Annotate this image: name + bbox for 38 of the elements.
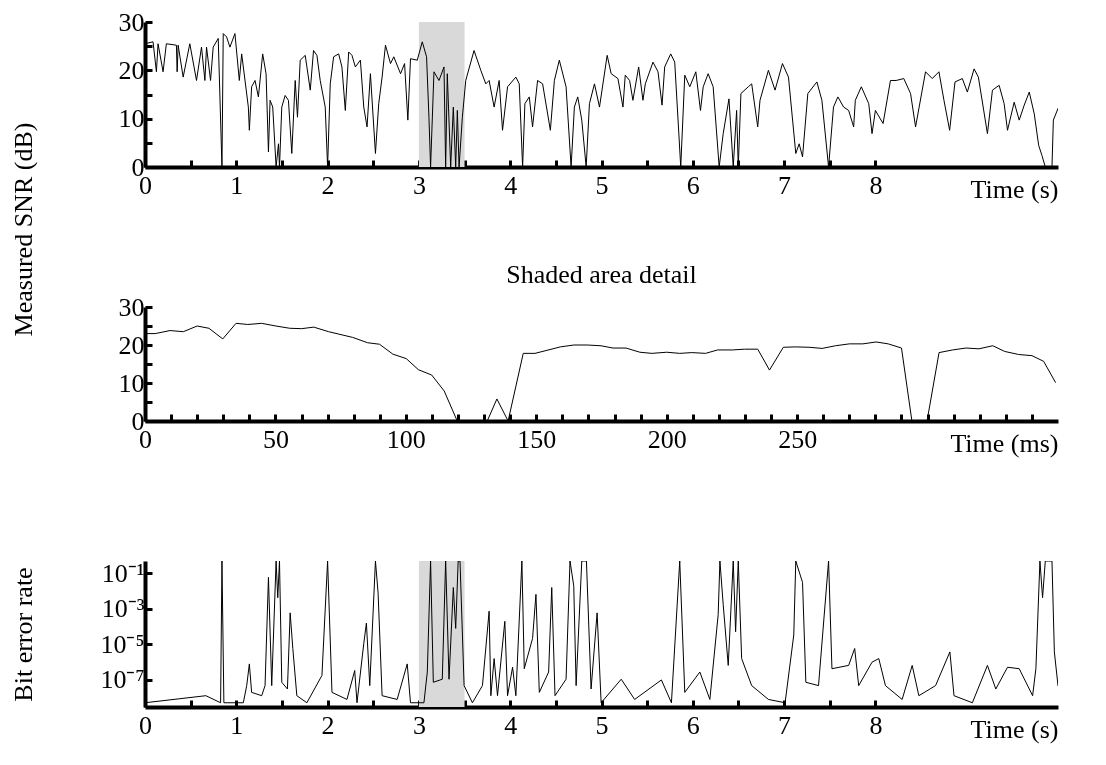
- x-tick-label: 250: [778, 424, 818, 454]
- x-tick-label: 8: [869, 710, 883, 740]
- chart-title: Shaded area detail: [506, 260, 697, 289]
- x-tick-label: 5: [595, 170, 609, 200]
- x-tick-label: 2: [321, 710, 335, 740]
- x-tick-label: 150: [517, 424, 557, 454]
- x-axis-title: Time (s): [970, 714, 1059, 744]
- y-tick-label: 10⁻⁵: [100, 629, 145, 659]
- x-tick-label: 200: [647, 424, 687, 454]
- x-tick-label: 6: [686, 710, 700, 740]
- line-series: [145, 561, 1058, 704]
- y-tick-label: 10: [118, 104, 145, 134]
- x-axis-title: Time (s): [970, 174, 1059, 204]
- x-tick-label: 100: [386, 424, 426, 454]
- x-tick-label: 8: [869, 170, 883, 200]
- x-tick-label: 1: [230, 170, 244, 200]
- y-tick-label: 20: [118, 55, 145, 85]
- x-tick-label: 2: [321, 170, 335, 200]
- x-tick-label: 5: [595, 710, 609, 740]
- y-tick-label: 30: [118, 292, 145, 322]
- y-tick-label: 20: [118, 330, 145, 360]
- x-tick-label: 3: [412, 710, 426, 740]
- y-tick-label: 10⁻¹: [101, 558, 145, 588]
- x-tick-label: 4: [504, 710, 518, 740]
- x-tick-label: 4: [504, 170, 518, 200]
- x-axis-title: Time (ms): [950, 428, 1059, 458]
- y-axis-title: Measured SNR (dB): [8, 122, 38, 337]
- y-tick-label: 10: [118, 368, 145, 398]
- x-tick-label: 50: [262, 424, 289, 454]
- y-tick-label: 10⁻⁷: [100, 665, 145, 695]
- x-tick-label: 1: [230, 710, 244, 740]
- x-tick-label: 3: [412, 170, 426, 200]
- x-tick-label: 7: [778, 710, 792, 740]
- y-tick-label: 10⁻³: [101, 594, 145, 624]
- x-tick-label: 7: [778, 170, 792, 200]
- y-axis-title: Bit error rate: [8, 567, 38, 702]
- x-tick-label: 6: [686, 170, 700, 200]
- y-tick-label: 30: [118, 7, 145, 37]
